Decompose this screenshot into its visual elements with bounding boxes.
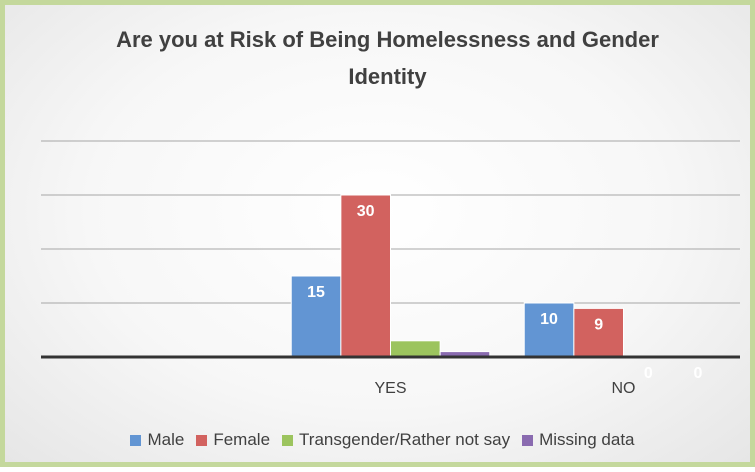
data-label: 15 <box>307 284 325 301</box>
legend-item: Transgender/Rather not say <box>282 430 510 450</box>
x-tick-label: NO <box>612 380 636 397</box>
legend: Male Female Transgender/Rather not say Miss… <box>5 430 755 450</box>
bar <box>390 340 441 358</box>
bar <box>523 302 575 358</box>
x-tick-label: YES <box>374 380 406 397</box>
legend-item: Missing data <box>522 430 635 450</box>
data-label: 9 <box>594 317 603 334</box>
data-label: 0 <box>693 365 702 382</box>
legend-swatch <box>282 434 294 446</box>
legend-swatch <box>130 434 142 446</box>
chart: YES 15 30 NO 10 9 0 0 <box>41 140 740 397</box>
data-label: 10 <box>540 311 558 328</box>
data-label: 0 <box>644 365 653 382</box>
chart-title: Are you at Risk of Being Homelessness an… <box>116 27 659 89</box>
legend-swatch <box>522 434 534 446</box>
bar <box>340 194 392 358</box>
data-label: 30 <box>357 203 375 220</box>
legend-label: Missing data <box>539 430 635 449</box>
legend-swatch <box>196 434 208 446</box>
bar <box>290 275 342 358</box>
legend-item: Female <box>196 430 270 450</box>
legend-label: Female <box>213 430 271 449</box>
bar <box>573 307 624 358</box>
legend-item: Male <box>130 430 184 450</box>
legend-label: Male <box>147 430 185 449</box>
legend-label: Transgender/Rather not say <box>299 430 511 449</box>
